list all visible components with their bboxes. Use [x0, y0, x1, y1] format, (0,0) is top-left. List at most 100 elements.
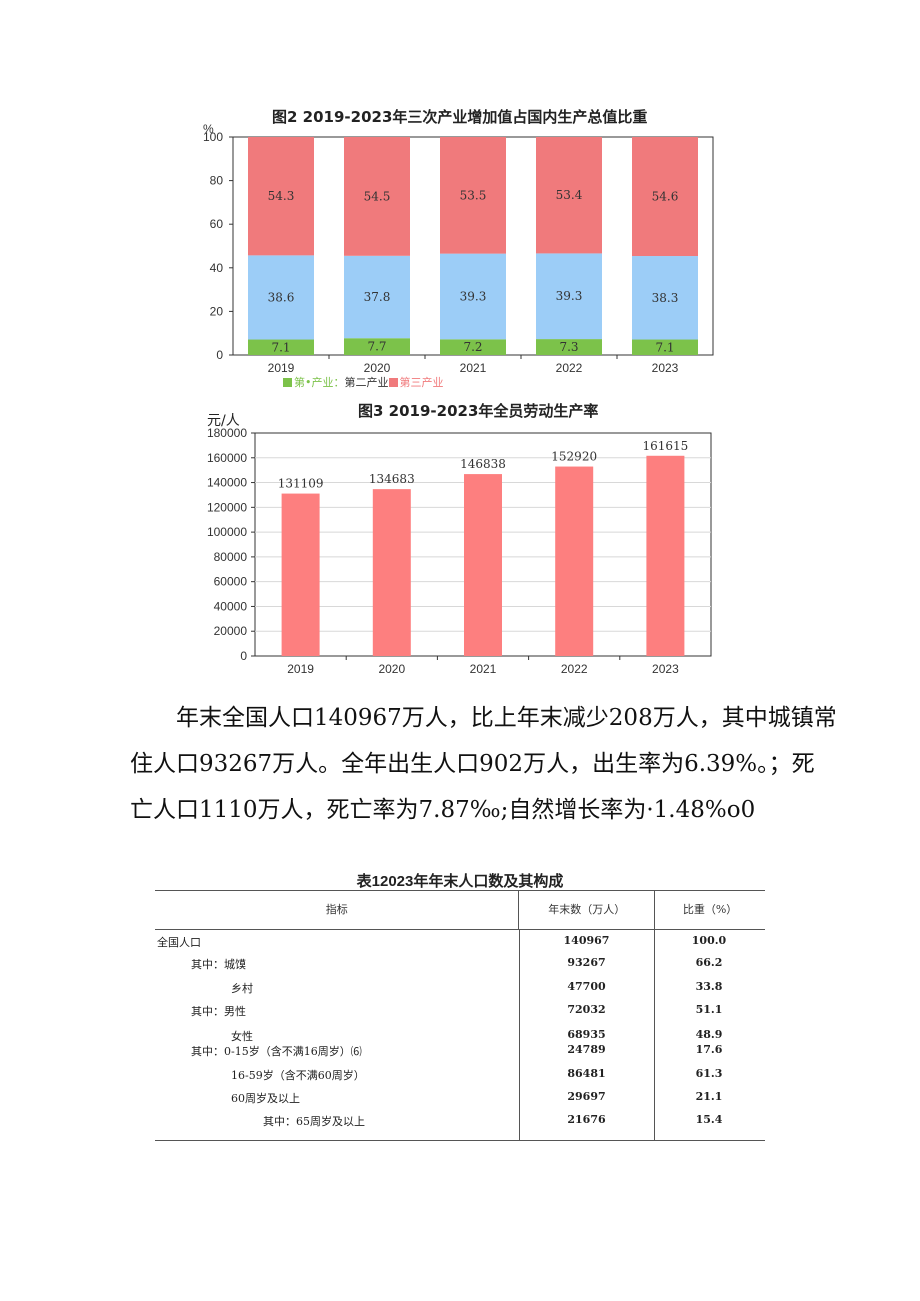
- row-label: 女性: [231, 1030, 253, 1043]
- chart1-ylabel: %: [203, 122, 214, 136]
- row-value: 29697: [567, 1090, 606, 1103]
- table-row: 其中：男性 72032 51.1: [155, 1003, 765, 1019]
- chart2-xtick-label: 2023: [652, 662, 679, 676]
- chart2-xtick-label: 2020: [378, 662, 405, 676]
- chart2-bar: [372, 489, 411, 656]
- chart2-data-label: 161615: [642, 439, 688, 453]
- chart1-ytick-label: 100: [203, 130, 223, 144]
- row-label: 其中：65周岁及以上: [263, 1115, 365, 1128]
- row-label: 其中：男性: [191, 1005, 246, 1018]
- chart1-bar-segment: [632, 339, 698, 355]
- chart1-data-label: 53.4: [556, 188, 583, 202]
- chart1-ytick-label: 40: [210, 261, 224, 275]
- header-share: 比重（%）: [682, 903, 738, 916]
- row-share: 21.1: [695, 1090, 723, 1103]
- row-value: 86481: [567, 1067, 606, 1080]
- row-label: 16-59岁（含不满60周岁）: [231, 1069, 365, 1082]
- row-label: 全国人口: [157, 936, 201, 949]
- chart1-bar-segment: [344, 137, 410, 256]
- chart1-svg: % 0 20 40 60 80 100 7.1 38.6 54.3 2019 7.7 37.8 54.5 2…: [203, 122, 714, 375]
- chart1-bar-segment: [248, 255, 314, 340]
- chart2-ytick-label: 160000: [207, 451, 247, 465]
- paragraph-line-2: 住人口93267万人。全年出生人口902万人，出生率为6.39%。；死: [130, 751, 815, 777]
- table-row: 其中：0-15岁（含不满16周岁）⑹ 24789 17.6: [155, 1043, 765, 1059]
- chart1-bar-segment: [248, 137, 314, 256]
- table-row: 全国人口 140967 100.0: [155, 934, 765, 950]
- table-row: 女性 68935 48.9: [155, 1028, 765, 1044]
- chart2-ytick-label: 20000: [214, 624, 248, 638]
- table-body: 全国人口 140967 100.0 其中：城馍 93267 66.2 乡村 47700 33.8…: [155, 930, 765, 1141]
- chart2-data-label: 146838: [460, 457, 506, 471]
- chart1-data-label: 53.5: [460, 188, 487, 202]
- chart2-data-label: 134683: [369, 472, 415, 486]
- legend-label-secondary: 第二产业: [344, 376, 389, 389]
- chart1-data-label: 54.5: [364, 189, 391, 203]
- chart2-svg: 0 20000 40000 60000 80000 100000 120000 140000 1…: [207, 426, 712, 676]
- chart1-data-label: 38.6: [268, 290, 295, 304]
- chart1-data-label: 37.8: [364, 290, 391, 304]
- row-label: 其中：城馍: [191, 958, 246, 971]
- chart2-ytick-label: 100000: [207, 525, 247, 539]
- row-share: 100.0: [691, 934, 727, 947]
- chart1-bar-segment: [536, 253, 602, 340]
- chart1-bar-segment: [344, 255, 410, 339]
- row-value: 68935: [567, 1028, 606, 1041]
- chart2-ytick-label: 60000: [214, 575, 248, 589]
- chart1-xtick-label: 2021: [460, 361, 487, 375]
- row-value: 93267: [567, 956, 606, 969]
- paragraph-line-3: 亡人口1110万人，死亡率为7.87‰;自然增长率为·1.48%o0: [130, 797, 756, 823]
- legend-swatch-tertiary: [388, 378, 398, 387]
- row-share: 48.9: [695, 1028, 723, 1041]
- chart2-bar: [281, 493, 320, 656]
- row-label: 其中：0-15岁（含不满16周岁）⑹: [191, 1045, 362, 1058]
- chart2-bar: [464, 474, 502, 656]
- chart2-bar: [555, 466, 594, 656]
- row-label: 乡村: [231, 982, 253, 995]
- row-share: 51.1: [695, 1003, 723, 1016]
- chart1-bar-segment: [248, 339, 314, 355]
- chart1-xtick-label: 2023: [652, 361, 679, 375]
- chart2-ylabel: 元/人: [207, 413, 240, 429]
- legend-label-tertiary: 第三产业: [399, 376, 444, 389]
- chart2-ytick-label: 180000: [207, 426, 247, 440]
- row-value: 140967: [563, 934, 610, 947]
- chart1-data-label: 39.3: [556, 289, 583, 303]
- table-row: 其中：城馍 93267 66.2: [155, 956, 765, 972]
- header-year-end: 年末数（万人）: [519, 891, 656, 929]
- chart1-xtick-label: 2019: [268, 361, 295, 375]
- chart1-data-label: 54.6: [652, 190, 679, 204]
- row-share: 17.6: [695, 1043, 723, 1056]
- chart1-bar-segment: [536, 137, 602, 254]
- chart1-bar-segment: [440, 137, 506, 254]
- row-value: 47700: [567, 980, 606, 993]
- chart1-data-label: 7.1: [655, 340, 674, 354]
- chart1-data-label: 38.3: [652, 291, 679, 305]
- chart1-data-label: 7.1: [271, 340, 290, 354]
- chart2-xtick-label: 2019: [287, 662, 314, 676]
- chart1-bar-segment: [536, 339, 602, 355]
- chart1-legend: 第•产业：第二产业 第三产业: [283, 374, 444, 390]
- chart1-data-label: 7.7: [367, 340, 386, 354]
- row-value: 24789: [567, 1043, 606, 1056]
- chart2-xtick-label: 2021: [470, 662, 497, 676]
- chart1-xtick-label: 2022: [556, 361, 583, 375]
- chart1-ytick-label: 0: [216, 348, 223, 362]
- table-header-row: 指标 年末数（万人） 比重（%）: [155, 891, 765, 930]
- paragraph-line-1: 年末全国人口140967万人，比上年末减少208万人，其中城镇常: [176, 705, 837, 731]
- chart2-ytick-label: 80000: [214, 550, 248, 564]
- chart2-data-label: 131109: [278, 477, 324, 491]
- chart1-bar-segment: [440, 253, 506, 340]
- chart1-data-label: 7.2: [463, 340, 482, 354]
- table-title: 表12023年年末人口数及其构成: [356, 873, 564, 890]
- row-share: 61.3: [695, 1067, 723, 1080]
- chart2-ytick-label: 40000: [214, 599, 248, 613]
- chart1-title: 图2 2019-2023年三次产业增加值占国内生产总值比重: [272, 108, 648, 126]
- chart1-bar-segment: [440, 339, 506, 355]
- chart2-data-label: 152920: [551, 450, 597, 464]
- chart2-ytick-label: 120000: [207, 500, 247, 514]
- population-paragraph: 年末全国人口140967万人，比上年末减少208万人，其中城镇常 住人口9326…: [130, 695, 837, 833]
- chart1-data-label: 39.3: [460, 289, 487, 303]
- chart1-bar-segment: [344, 338, 410, 355]
- legend-label-primary: 第•产业：: [294, 376, 345, 389]
- chart1-xtick-label: 2020: [364, 361, 391, 375]
